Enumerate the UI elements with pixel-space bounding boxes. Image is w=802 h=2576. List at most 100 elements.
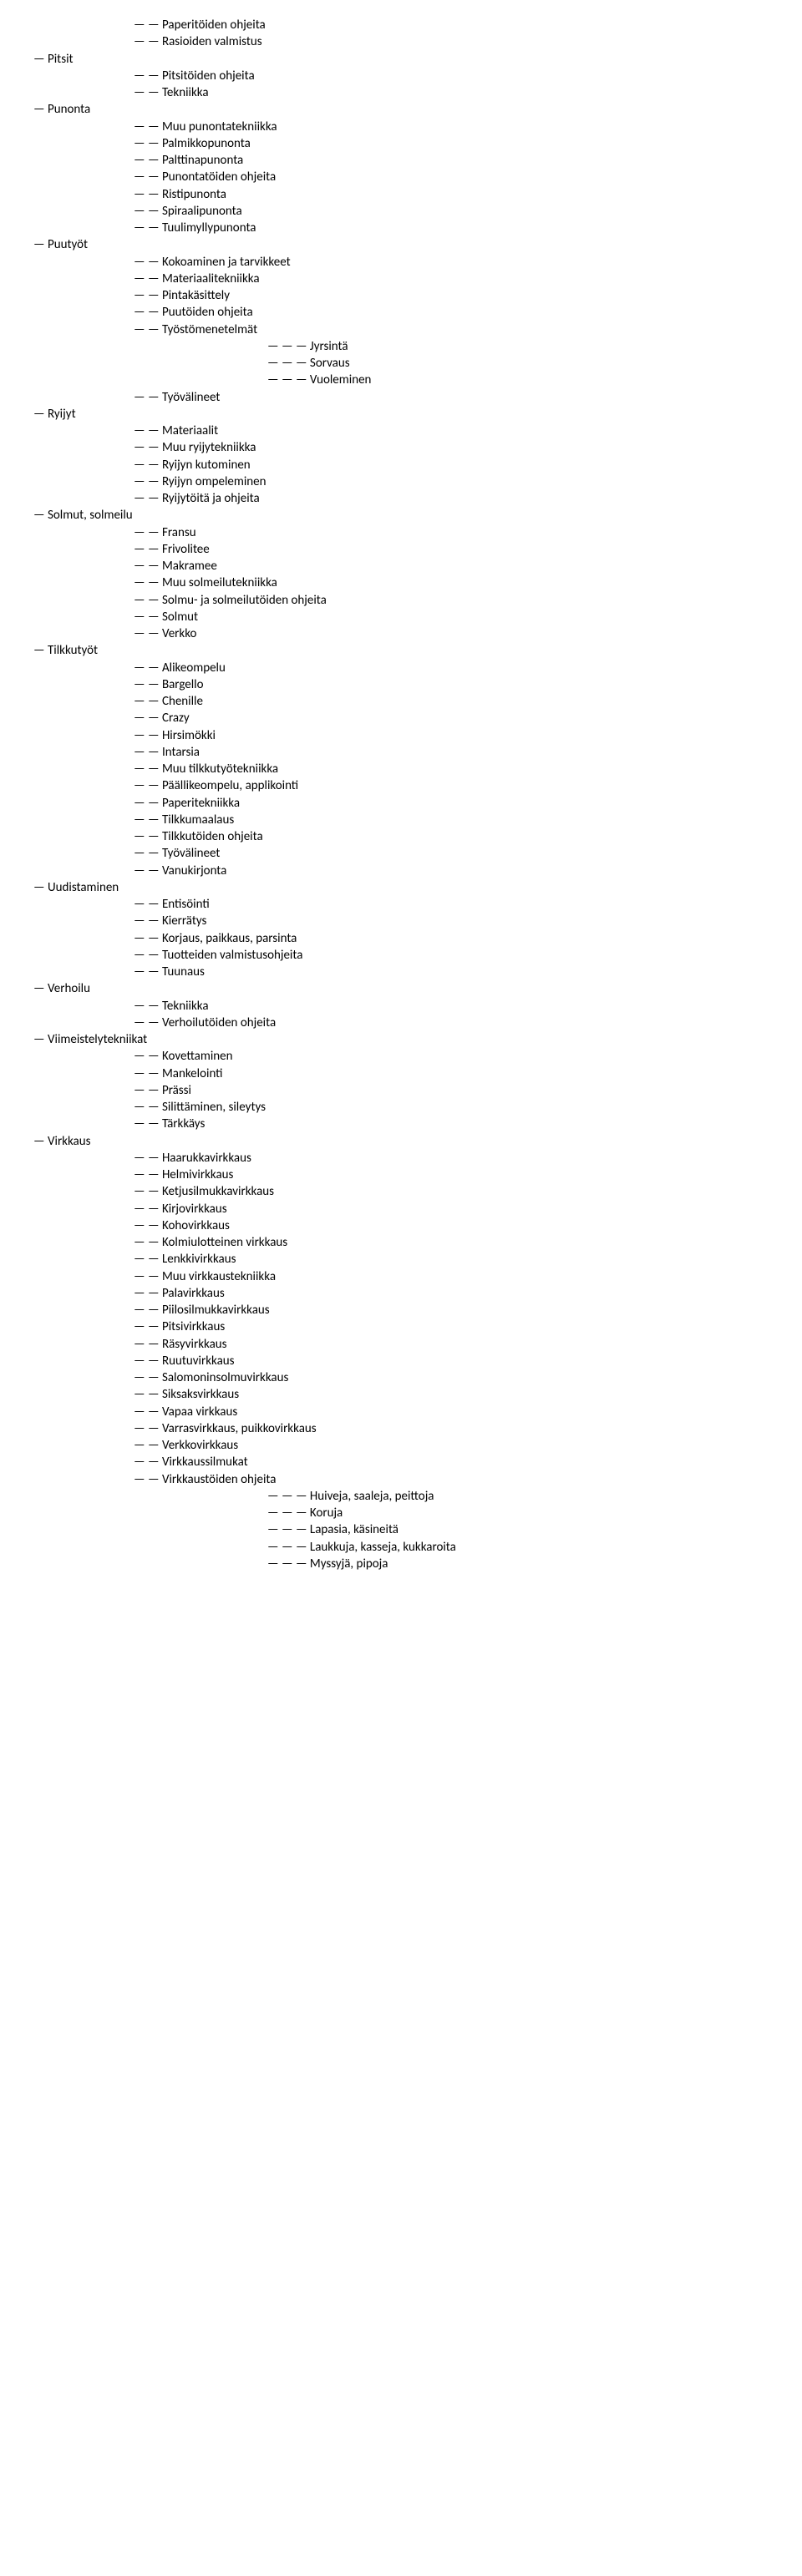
tree-label: Pitsivirkkaus — [162, 1319, 225, 1334]
tree-dash: — — [33, 102, 48, 117]
tree-label: Frivolitee — [162, 542, 210, 557]
tree-label: Tekniikka — [162, 85, 209, 100]
tree-label: Päällikeompelu, applikointi — [162, 778, 298, 793]
tree-row: — — Chenille — [33, 693, 769, 710]
tree-dash: — — — [134, 136, 162, 151]
tree-row: — — Pintakäsittely — [33, 287, 769, 304]
tree-label: Vanukirjonta — [162, 863, 226, 878]
tree-row: — — Helmivirkkaus — [33, 1167, 769, 1183]
tree-label: Tekniikka — [162, 999, 209, 1014]
tree-row: — Punonta — [33, 101, 769, 118]
tree-row: — — Ryijyn kutominen — [33, 457, 769, 473]
tree-row: — — Kokoaminen ja tarvikkeet — [33, 254, 769, 271]
tree-row: — — Kolmiulotteinen virkkaus — [33, 1234, 769, 1251]
tree-row: — — Muu virkkaustekniikka — [33, 1268, 769, 1285]
tree-row: — Puutyöt — [33, 236, 769, 253]
tree-dash: — — [33, 237, 48, 252]
tree-dash: — — — [134, 68, 162, 84]
tree-row: — — Ryijytöitä ja ohjeita — [33, 490, 769, 507]
tree-dash: — — — [134, 1319, 162, 1334]
tree-dash: — — — [134, 153, 162, 168]
tree-dash: — — — [134, 1202, 162, 1217]
tree-dash: — — — [134, 1151, 162, 1166]
tree-label: Piilosilmukkavirkkaus — [162, 1303, 270, 1318]
tree-row: — — — Sorvaus — [33, 355, 769, 372]
tree-label: Kokoaminen ja tarvikkeet — [162, 255, 291, 270]
tree-label: Jyrsintä — [310, 339, 348, 354]
tree-row: — — Crazy — [33, 710, 769, 726]
tree-dash: — — — [134, 1252, 162, 1267]
tree-label: Verhoilu — [48, 981, 90, 996]
tree-row: — — Bargello — [33, 676, 769, 693]
tree-dash: — — — [134, 423, 162, 438]
tree-label: Solmu- ja solmeilutöiden ohjeita — [162, 593, 327, 608]
tree-row: — — Palttinapunonta — [33, 152, 769, 169]
tree-dash: — — — — [267, 372, 310, 387]
tree-dash: — — — [134, 1066, 162, 1081]
tree-dash: — — — [134, 964, 162, 979]
tree-label: Prässi — [162, 1083, 191, 1098]
tree-label: Viimeistelytekniikat — [48, 1032, 147, 1047]
tree-row: — — Spiraalipunonta — [33, 203, 769, 220]
tree-dash: — — — [134, 610, 162, 625]
tree-row: — — Materiaalit — [33, 423, 769, 439]
tree-label: Kohovirkkaus — [162, 1218, 230, 1233]
tree-row: — — Haarukkavirkkaus — [33, 1150, 769, 1167]
tree-label: Räsyvirkkaus — [162, 1337, 227, 1352]
tree-dash: — — — [134, 204, 162, 219]
tree-row: — — Punontatöiden ohjeita — [33, 169, 769, 185]
tree-dash: — — [33, 981, 48, 996]
tree-row: — — — Jyrsintä — [33, 338, 769, 355]
tree-dash: — — — [134, 1116, 162, 1131]
tree-label: Paperitöiden ohjeita — [162, 18, 266, 33]
tree-label: Paperitekniikka — [162, 796, 240, 811]
tree-row: — — Prässi — [33, 1082, 769, 1099]
tree-row: — — Työvälineet — [33, 845, 769, 862]
tree-dash: — — — [134, 85, 162, 100]
tree-label: Punontatöiden ohjeita — [162, 170, 276, 185]
tree-label: Korjaus, paikkaus, parsinta — [162, 931, 297, 946]
tree-label: Punonta — [48, 102, 90, 117]
tree-row: — — — Huiveja, saaleja, peittoja — [33, 1488, 769, 1505]
tree-label: Lapasia, käsineitä — [310, 1522, 398, 1537]
tree-dash: — — — [134, 491, 162, 506]
tree-label: Entisöinti — [162, 897, 210, 912]
tree-dash: — — — [134, 220, 162, 235]
tree-dash: — — — [134, 1049, 162, 1064]
tree-label: Verkkovirkkaus — [162, 1438, 238, 1453]
category-tree: — — Paperitöiden ohjeita — — Rasioiden va… — [33, 17, 769, 1572]
tree-dash: — — — — [267, 1506, 310, 1521]
tree-label: Haarukkavirkkaus — [162, 1151, 251, 1166]
tree-label: Intarsia — [162, 745, 200, 760]
tree-dash: — — — [134, 458, 162, 473]
tree-dash: — — — [134, 1337, 162, 1352]
tree-dash: — — — [134, 677, 162, 692]
tree-dash: — — [33, 508, 48, 523]
tree-dash: — — — [134, 694, 162, 709]
tree-label: Työvälineet — [162, 390, 220, 405]
tree-label: Muu punontatekniikka — [162, 119, 277, 134]
tree-dash: — — — [134, 288, 162, 303]
tree-dash: — — [33, 1032, 48, 1047]
tree-row: — — Ryijyn ompeleminen — [33, 473, 769, 490]
tree-label: Muu ryijytekniikka — [162, 440, 256, 455]
tree-label: Rasioiden valmistus — [162, 34, 262, 49]
tree-label: Tilkkutyöt — [48, 643, 98, 658]
tree-label: Tuotteiden valmistusohjeita — [162, 948, 302, 963]
tree-row: — — Intarsia — [33, 744, 769, 761]
tree-dash: — — — — [267, 1522, 310, 1537]
tree-label: Kovettaminen — [162, 1049, 233, 1064]
tree-label: Palmikkopunonta — [162, 136, 251, 151]
tree-row: — — Alikeompelu — [33, 660, 769, 676]
tree-label: Tuulimyllypunonta — [162, 220, 256, 235]
tree-dash: — — — — [267, 1556, 310, 1571]
tree-row: — — Tuunaus — [33, 964, 769, 980]
tree-row: — — Ristipunonta — [33, 186, 769, 203]
tree-dash: — — — [134, 913, 162, 929]
tree-row: — — Puutöiden ohjeita — [33, 304, 769, 321]
tree-dash: — — [33, 52, 48, 67]
tree-dash: — — — [134, 187, 162, 202]
tree-row: — — Pitsitöiden ohjeita — [33, 68, 769, 84]
tree-row: — — Varrasvirkkaus, puikkovirkkaus — [33, 1420, 769, 1437]
tree-row: — — Verkko — [33, 625, 769, 642]
